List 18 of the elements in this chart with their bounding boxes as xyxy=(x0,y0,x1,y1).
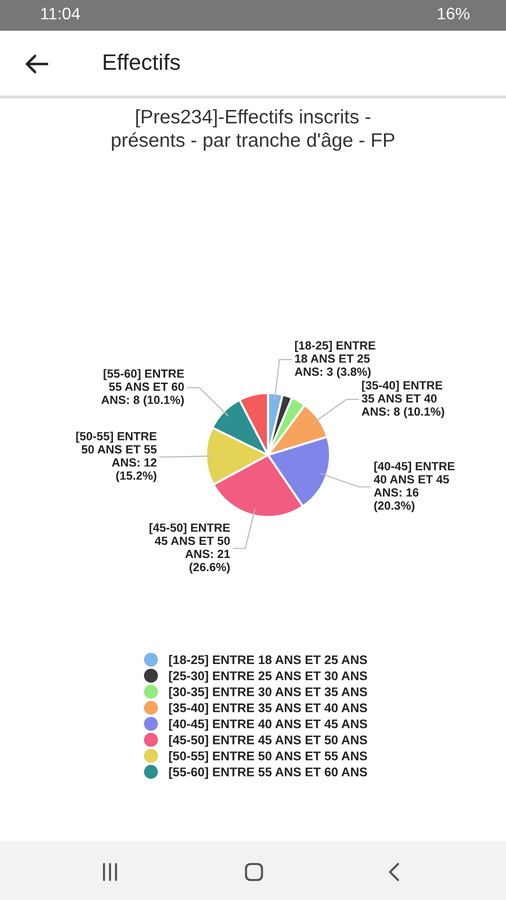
chart-title: [Pres234]-Effectifs inscrits - présents - par tranche d'âge - FP xyxy=(112,109,394,151)
legend-label: [18-25] ENTRE 18 ANS ET 25 ANS xyxy=(169,655,368,667)
text: 16% xyxy=(438,8,470,20)
legend-label: [30-35] ENTRE 30 ANS ET 35 ANS xyxy=(169,687,368,699)
text: 11:04 xyxy=(41,8,80,20)
data-label: [45-50] ENTRE 45 ANS ET 50 ANS: 21 (26.6%) xyxy=(150,523,230,574)
legend-label: [40-45] ENTRE 40 ANS ET 45 ANS xyxy=(169,719,368,731)
text: Effectifs xyxy=(104,54,180,70)
legend-label: [35-40] ENTRE 35 ANS ET 40 ANS xyxy=(169,703,368,715)
data-label: [40-45] ENTRE 40 ANS ET 45 ANS: 16 (20.3%) xyxy=(374,462,455,512)
data-label: [18-25] ENTRE 18 ANS ET 25 ANS: 3 (3.8%) xyxy=(294,340,376,378)
legend-label: [55-60] ENTRE 55 ANS ET 60 ANS xyxy=(169,767,368,779)
legend-label: [25-30] ENTRE 25 ANS ET 30 ANS xyxy=(169,671,368,683)
data-label: [55-60] ENTRE 55 ANS ET 60 ANS: 8 (10.1%) xyxy=(101,369,184,406)
legend-label: [50-55] ENTRE 50 ANS ET 55 ANS xyxy=(169,751,368,763)
data-label: [50-55] ENTRE 50 ANS ET 55 ANS: 12 (15.2%) xyxy=(76,432,157,482)
data-label: [35-40] ENTRE 35 ANS ET 40 ANS: 8 (10.1%) xyxy=(362,380,444,418)
legend-label: [45-50] ENTRE 45 ANS ET 50 ANS xyxy=(169,735,368,747)
